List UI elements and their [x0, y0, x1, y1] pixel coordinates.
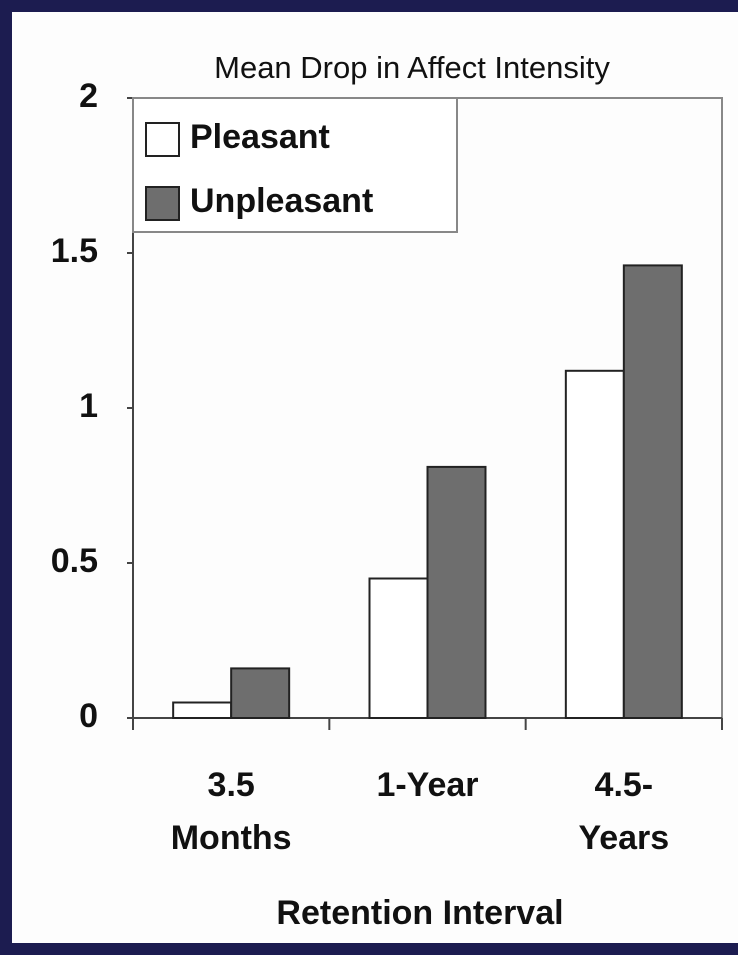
x-tick-label: 1-Year	[376, 766, 478, 804]
legend-box	[132, 97, 458, 233]
bar	[172, 701, 233, 719]
bar	[368, 577, 429, 719]
chart-title: Mean Drop in Affect Intensity	[214, 50, 610, 85]
bar	[230, 667, 291, 720]
bar	[426, 465, 487, 719]
legend-swatch	[145, 186, 180, 221]
y-tick-label: 1	[79, 387, 98, 425]
y-tick-label: 2	[79, 77, 98, 115]
y-tick-label: 0.5	[51, 542, 98, 580]
legend-label: Unpleasant	[190, 182, 373, 220]
legend-swatch	[145, 122, 180, 157]
y-tick-label: 1.5	[51, 232, 98, 270]
x-tick-label: 4.5-Years	[578, 766, 669, 857]
x-tick-label: 3.5 Months	[171, 766, 292, 857]
bar	[622, 264, 683, 719]
legend-label: Pleasant	[190, 118, 330, 156]
bar	[564, 369, 625, 719]
x-axis-label: Retention Interval	[276, 894, 563, 932]
y-tick-label: 0	[79, 697, 98, 735]
